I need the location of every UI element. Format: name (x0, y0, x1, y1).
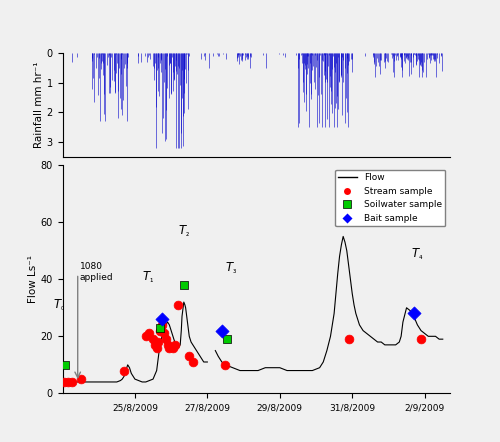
Point (186, 353, 194, 360)
Point (60, 378, 68, 385)
Point (222, 361, 230, 368)
Point (164, 341, 172, 348)
Text: $T_₄$: $T_₄$ (411, 247, 424, 262)
Point (142, 333, 150, 340)
Y-axis label: Rainfall mm hr⁻¹: Rainfall mm hr⁻¹ (34, 62, 44, 148)
Point (146, 330, 154, 337)
Point (417, 335, 425, 343)
Point (169, 344, 177, 351)
Point (344, 335, 352, 343)
Point (158, 316, 166, 323)
Legend: Flow, Stream sample, Soilwater sample, Bait sample: Flow, Stream sample, Soilwater sample, B… (335, 170, 446, 226)
Text: $T_₂$: $T_₂$ (178, 224, 190, 239)
Point (160, 330, 168, 337)
Text: $T_₃$: $T_₃$ (225, 261, 237, 276)
Text: $T_₁$: $T_₁$ (142, 270, 154, 285)
Y-axis label: Flow Ls⁻¹: Flow Ls⁻¹ (28, 255, 38, 303)
Point (68, 378, 76, 385)
Text: 1080
applied: 1080 applied (80, 262, 114, 282)
Point (224, 335, 232, 343)
Point (174, 301, 182, 309)
Point (166, 344, 173, 351)
Point (218, 327, 226, 334)
Point (189, 358, 197, 366)
Point (149, 335, 157, 343)
Point (156, 327, 164, 334)
Point (156, 324, 164, 332)
Point (162, 335, 170, 343)
Point (180, 282, 188, 289)
Point (158, 321, 166, 328)
Text: $T_₀$: $T_₀$ (53, 298, 65, 313)
Point (151, 341, 159, 348)
Point (62, 361, 70, 368)
Point (120, 367, 128, 374)
Point (154, 339, 162, 346)
Point (64, 378, 72, 385)
Point (152, 344, 160, 351)
Point (76, 376, 84, 383)
Point (410, 310, 418, 317)
Point (171, 341, 179, 348)
